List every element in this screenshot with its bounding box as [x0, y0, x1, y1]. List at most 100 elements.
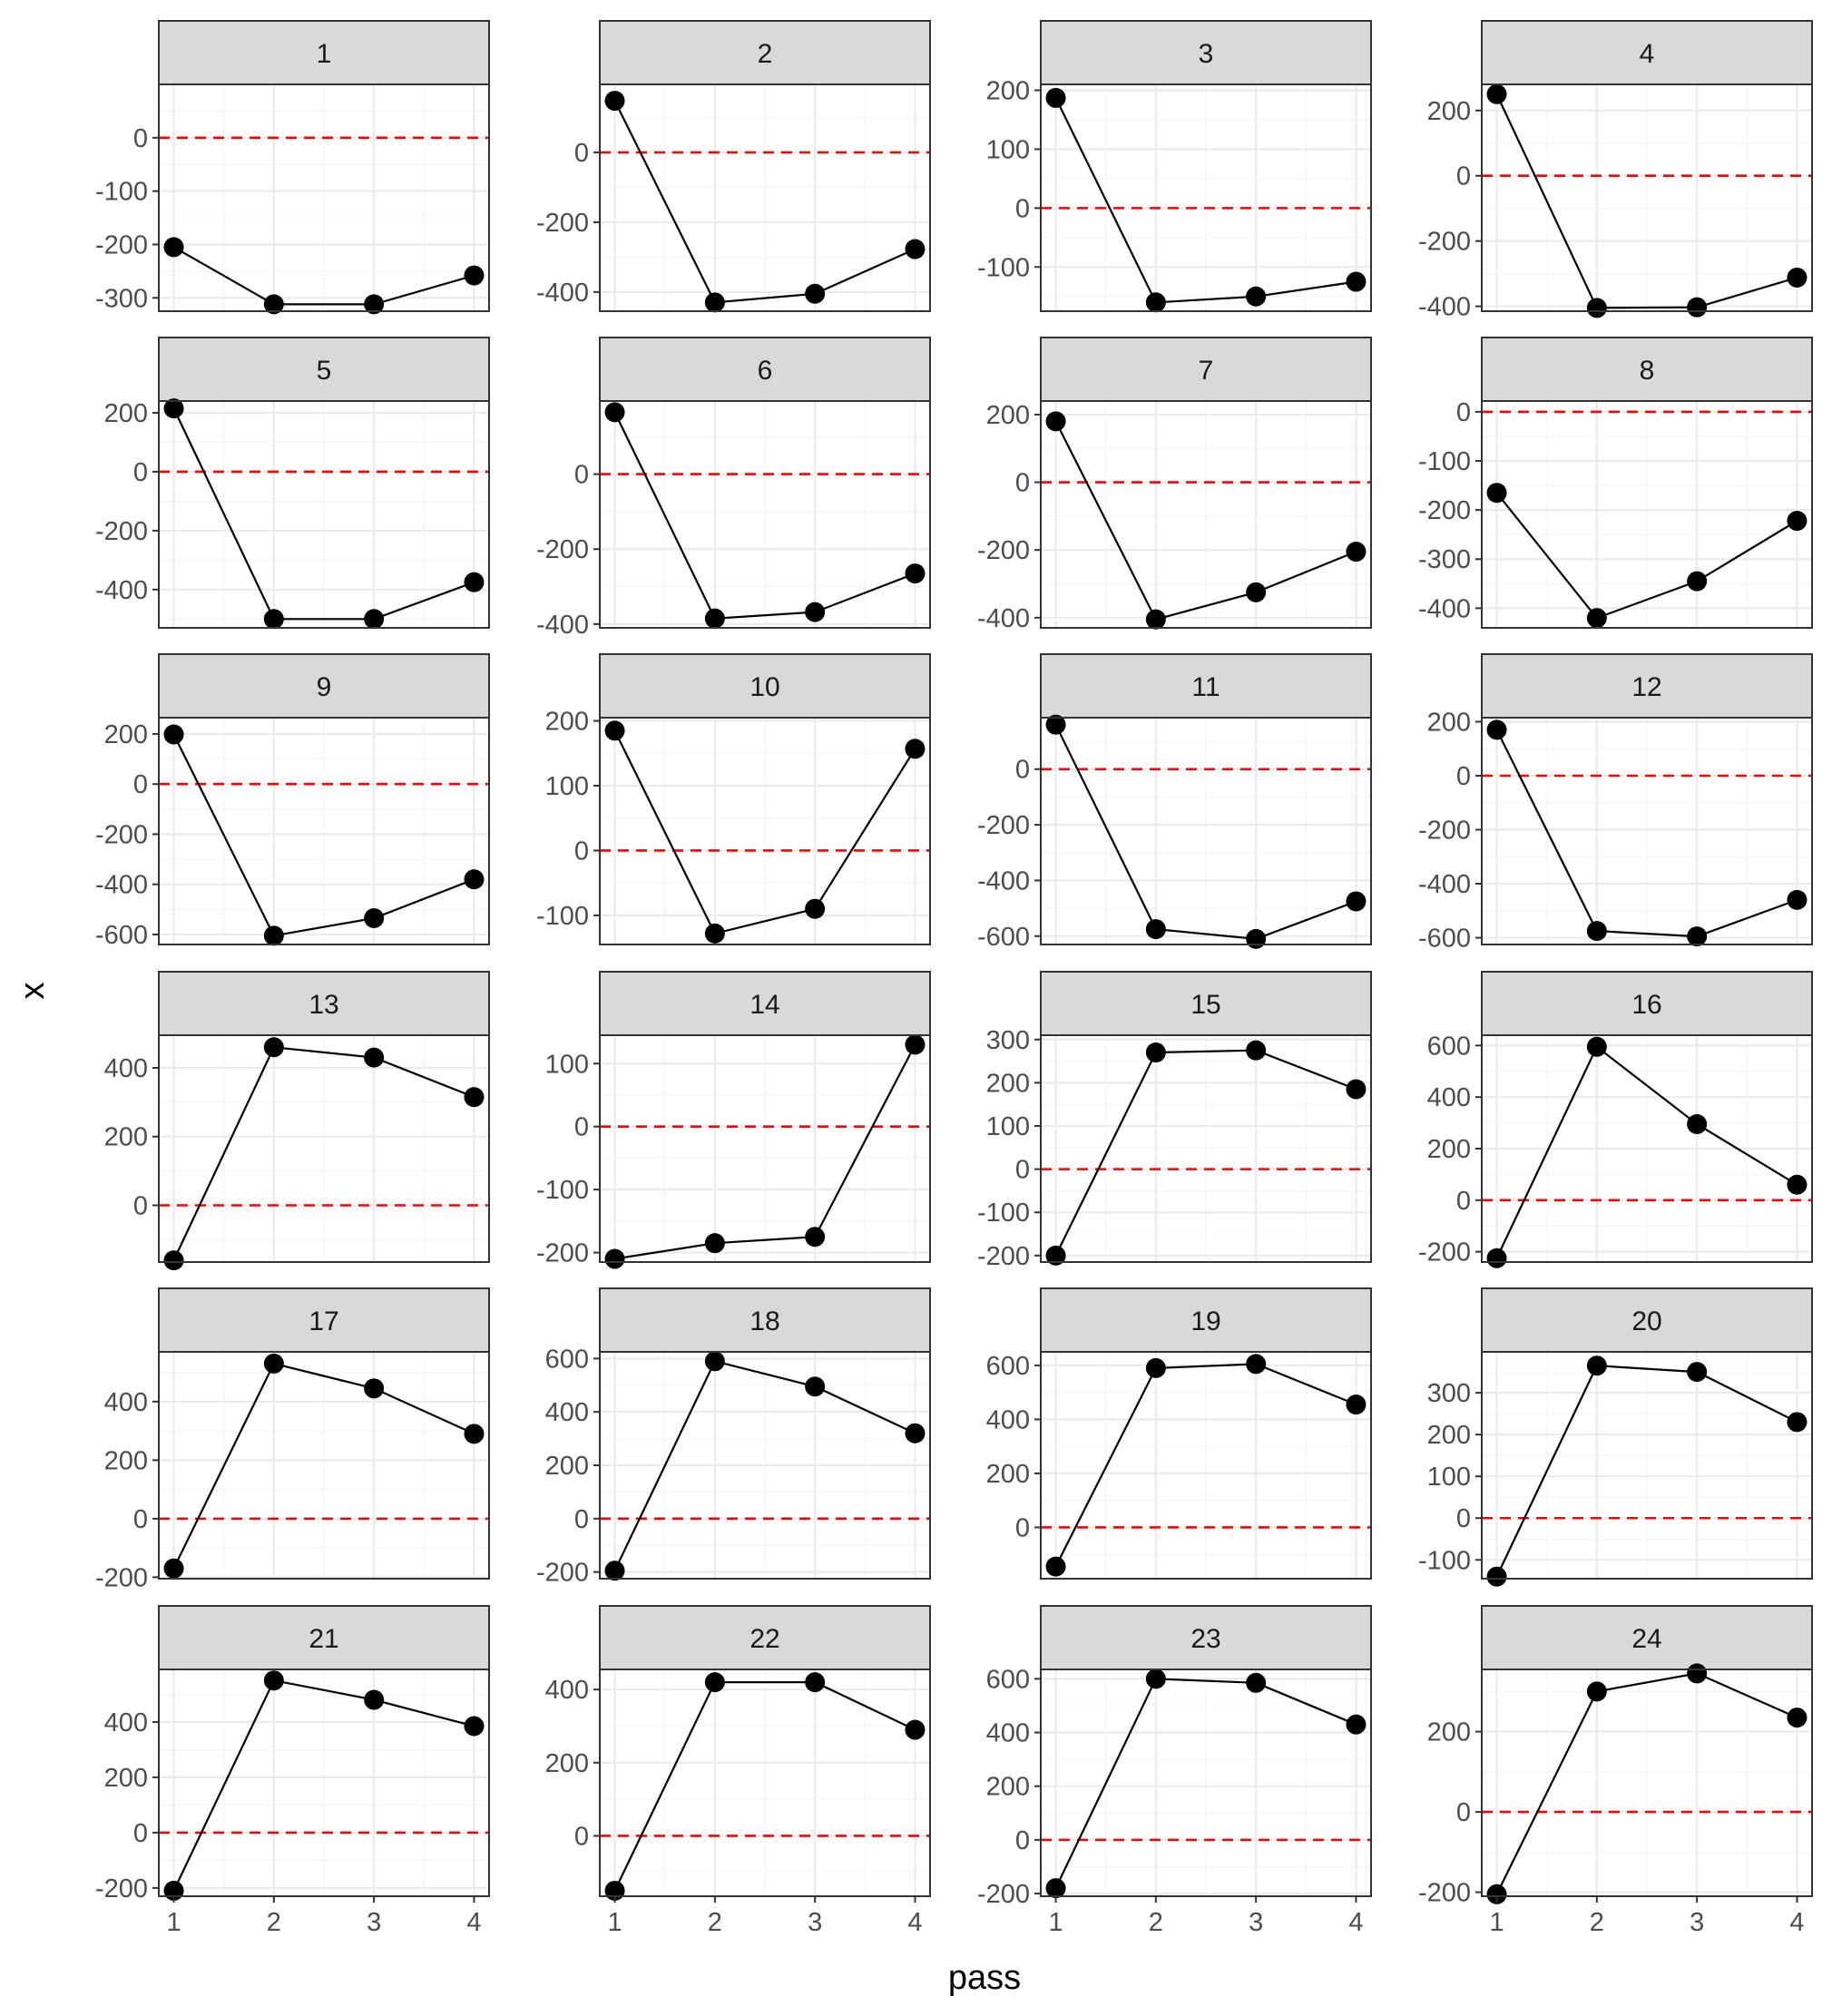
- data-point: [263, 1670, 284, 1691]
- data-point: [905, 1719, 926, 1740]
- series-line: [1495, 1045, 1798, 1259]
- data-point: [1246, 928, 1267, 949]
- series-line: [1495, 729, 1798, 938]
- facet-panel-24: 24 -200 0 200 1 2 3 4: [1418, 1605, 1813, 1937]
- y-tick-label: -100: [977, 253, 1030, 282]
- facet-strip-label: 19: [1190, 1306, 1220, 1336]
- data-point: [1687, 1663, 1708, 1684]
- y-tick-label: 0: [1456, 762, 1471, 791]
- data-point: [805, 283, 826, 304]
- x-tick-label: 4: [466, 1908, 481, 1937]
- data-point: [464, 1424, 485, 1444]
- panel-border: [158, 83, 490, 312]
- facet-panel-13: 13 0 200 400: [104, 971, 490, 1271]
- data-point: [1687, 1362, 1708, 1383]
- data-point: [464, 1716, 485, 1737]
- data-point: [704, 923, 725, 944]
- data-point: [1586, 921, 1607, 942]
- data-point: [1486, 1248, 1507, 1268]
- y-tick-label: 0: [1015, 756, 1030, 785]
- series-line: [1495, 1672, 1798, 1895]
- y-tick-label: 0: [574, 837, 589, 866]
- facet-strip: [1040, 653, 1372, 719]
- y-tick-label: -400: [536, 611, 589, 640]
- y-tick-label: -600: [977, 923, 1030, 952]
- y-tick-label: -200: [95, 230, 148, 259]
- y-tick-label: -600: [1418, 925, 1471, 954]
- data-point: [905, 1423, 926, 1443]
- panel-border: [1481, 400, 1813, 629]
- facet-strip-label: 10: [749, 672, 779, 702]
- panel-border: [158, 1034, 490, 1263]
- y-tick-label: -100: [1418, 447, 1471, 476]
- y-tick-label: 600: [545, 1345, 589, 1374]
- data-point: [905, 1034, 926, 1055]
- data-point: [1346, 1079, 1367, 1100]
- facet-panel-8: 8 -400 -300 -200 -100 0: [1418, 337, 1813, 629]
- y-tick-label: 100: [545, 1050, 589, 1079]
- data-point: [1045, 411, 1066, 432]
- series-line: [1054, 97, 1357, 304]
- facet-strip: [599, 1605, 931, 1670]
- y-tick-label: 0: [1456, 398, 1471, 427]
- y-tick-label: 0: [133, 458, 148, 487]
- facet-strip: [1481, 653, 1813, 719]
- facet-strip: [599, 337, 931, 402]
- x-tick-label: 3: [1249, 1908, 1263, 1937]
- y-tick-label: 0: [133, 770, 148, 799]
- panel-border: [599, 717, 931, 945]
- y-tick-label: 0: [133, 1819, 148, 1848]
- x-tick-label: 4: [1348, 1908, 1363, 1937]
- y-tick-label: 0: [1015, 1156, 1030, 1185]
- data-point: [704, 1672, 725, 1693]
- data-point: [805, 602, 826, 622]
- data-point: [1687, 926, 1708, 947]
- y-tick-label: 200: [986, 1773, 1030, 1802]
- facet-panel-5: 5 -400 -200 0 200: [95, 337, 490, 630]
- x-tick-label: 3: [1690, 1908, 1704, 1937]
- facet-strip: [1481, 971, 1813, 1036]
- facet-panel-22: 22 0 200 400 1 2 3 4: [545, 1605, 931, 1937]
- y-tick-label: -200: [1418, 496, 1471, 525]
- x-tick-label: 1: [1048, 1908, 1063, 1937]
- facet-strip: [158, 20, 490, 85]
- data-point: [1787, 889, 1808, 910]
- panel-border: [1481, 1669, 1813, 1897]
- y-tick-label: 200: [104, 720, 148, 749]
- data-point: [604, 720, 625, 741]
- data-point: [1486, 83, 1507, 104]
- facet-strip: [1040, 20, 1372, 85]
- data-point: [1246, 1672, 1267, 1693]
- y-tick-label: -400: [977, 604, 1030, 633]
- data-point: [1045, 87, 1066, 108]
- y-tick-label: -200: [1418, 1238, 1471, 1267]
- facet-panel-14: 14 -200 -100 0 100: [536, 971, 931, 1269]
- facet-strip-label: 8: [1640, 356, 1655, 386]
- y-tick-label: -600: [95, 921, 148, 950]
- data-point: [1346, 271, 1367, 292]
- data-point: [1045, 1878, 1066, 1899]
- y-tick-label: 0: [1456, 162, 1471, 191]
- y-tick-label: -100: [1418, 1546, 1471, 1575]
- data-point: [704, 292, 725, 313]
- facet-panel-9: 9 -600 -400 -200 0 200: [95, 653, 490, 950]
- series-line: [1054, 420, 1357, 621]
- facet-strip-label: 16: [1631, 990, 1661, 1020]
- series-line: [1054, 1678, 1357, 1889]
- y-tick-label: 200: [545, 1452, 589, 1481]
- data-point: [163, 237, 184, 258]
- y-tick-label: 100: [986, 135, 1030, 164]
- data-point: [1346, 542, 1367, 563]
- y-tick-label: 0: [1015, 469, 1030, 498]
- series-line: [613, 100, 916, 304]
- y-tick-label: -400: [536, 279, 589, 308]
- y-tick-label: 200: [104, 1123, 148, 1152]
- data-point: [163, 398, 184, 419]
- data-point: [364, 907, 385, 928]
- data-point: [1586, 608, 1607, 629]
- series-line: [1495, 93, 1798, 309]
- y-tick-label: -200: [977, 1880, 1030, 1909]
- data-point: [1045, 714, 1066, 735]
- facet-strip-label: 4: [1640, 39, 1655, 69]
